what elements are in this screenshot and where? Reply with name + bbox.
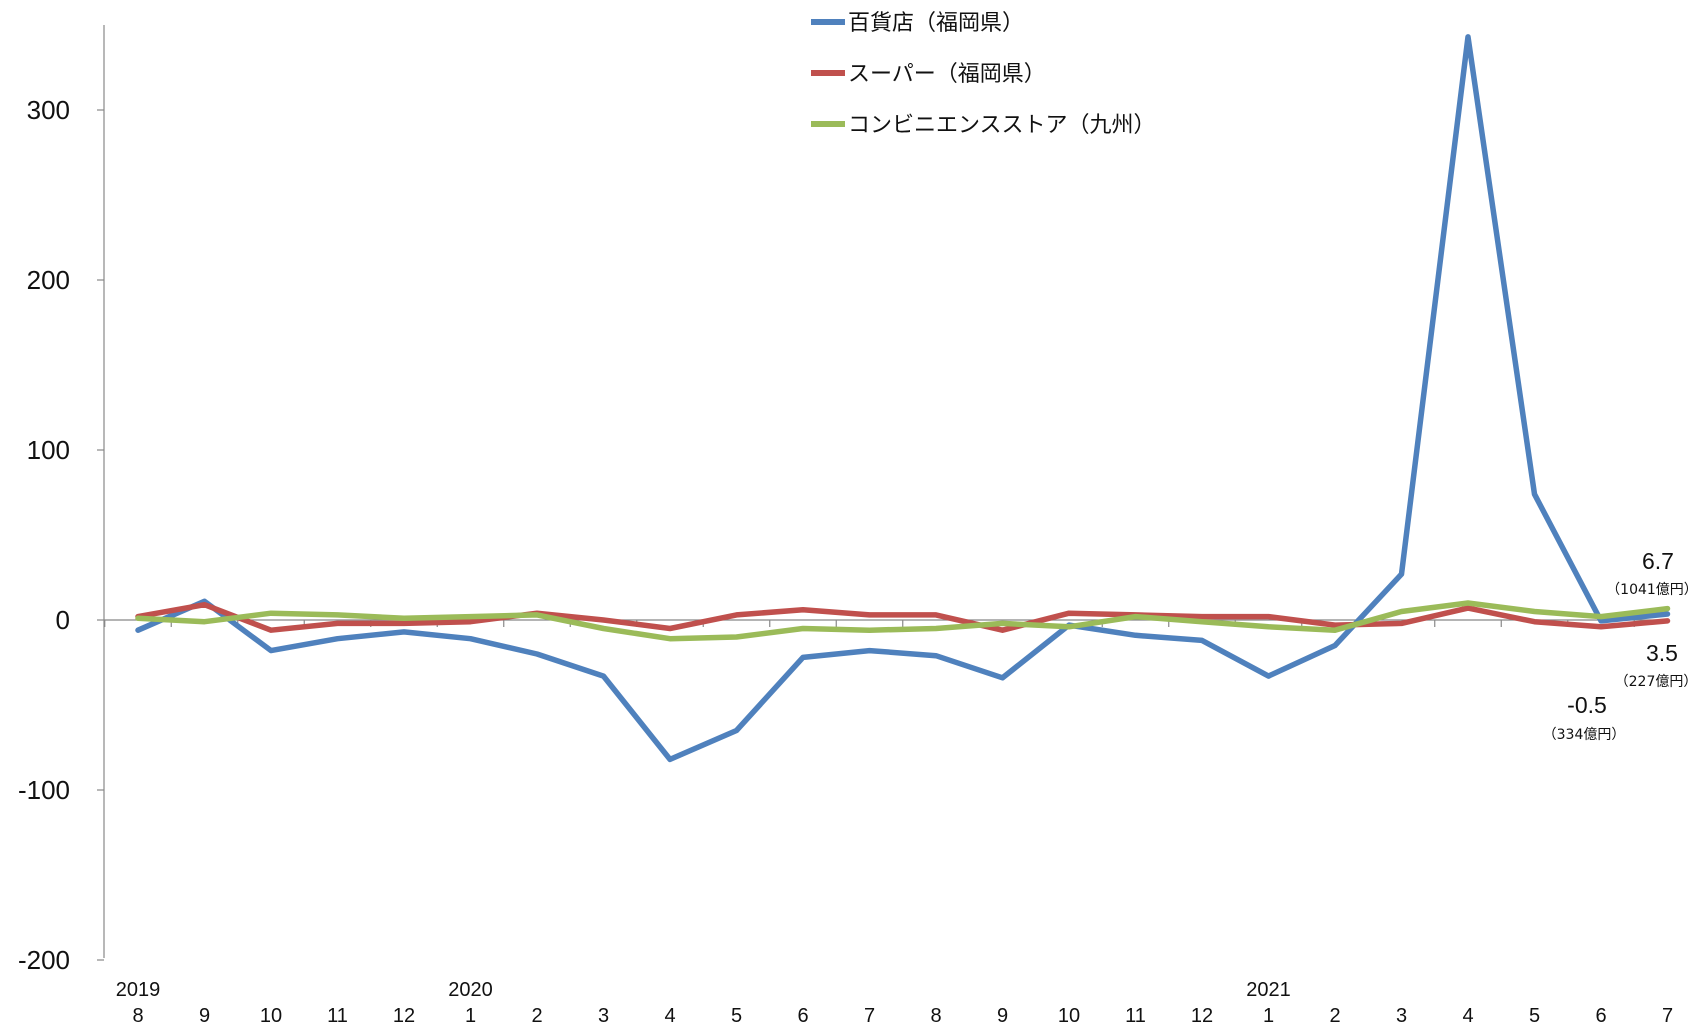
x-tick-label: 3 [1396, 1005, 1407, 1026]
x-year-label: 2019 [116, 979, 161, 1001]
annotation-department-value: 3.5 [1646, 640, 1678, 666]
y-tick-label: 0 [56, 605, 70, 635]
x-tick-label: 7 [1662, 1005, 1673, 1026]
y-tick-label: -200 [18, 945, 70, 975]
x-tick-label: 7 [864, 1005, 875, 1026]
x-tick-label: 1 [465, 1005, 476, 1026]
legend-label-supermarket: スーパー（福岡県） [848, 62, 1046, 87]
x-tick-label: 12 [393, 1005, 415, 1026]
annotation-supermarket-sales: （334億円） [1543, 727, 1626, 743]
y-tick-label: 300 [27, 95, 70, 125]
y-tick-label: 200 [27, 265, 70, 295]
x-tick-label: 5 [731, 1005, 742, 1026]
legend-label-department-store: 百貨店（福岡県） [848, 11, 1024, 36]
x-tick-label: 10 [1058, 1005, 1080, 1026]
x-year-label: 2020 [448, 979, 493, 1001]
legend-label-convenience-store: コンビニエンスストア（九州） [848, 113, 1156, 138]
series-line-supermarket [135, 601, 1671, 633]
x-tick-label: 4 [664, 1005, 675, 1026]
x-tick-label: 2 [1329, 1005, 1340, 1026]
annotation-supermarket-value: -0.5 [1567, 692, 1607, 718]
x-tick-label: 6 [1595, 1005, 1606, 1026]
x-tick-label: 11 [327, 1005, 348, 1026]
x-tick-label: 2 [531, 1005, 542, 1026]
x-tick-label: 3 [598, 1005, 609, 1026]
plot-lines [135, 34, 1671, 763]
x-tick-label: 11 [1125, 1005, 1146, 1026]
x-tick-label: 9 [199, 1005, 210, 1026]
legend-item-convenience-store: コンビニエンスストア（九州） [811, 113, 1156, 138]
y-tick-label: -100 [18, 775, 70, 805]
x-tick-label: 1 [1263, 1005, 1274, 1026]
series-line-department-store [135, 34, 1671, 763]
y-axis: 300 200 100 0 -100 -200 [18, 25, 105, 975]
annotation-convenience-sales: （1041億円） [1606, 582, 1698, 598]
annotation-department-sales: （227億円） [1615, 674, 1698, 690]
x-tick-label: 12 [1191, 1005, 1213, 1026]
x-tick-label: 8 [930, 1005, 941, 1026]
annotation-convenience-value: 6.7 [1642, 548, 1674, 574]
legend-item-supermarket: スーパー（福岡県） [811, 62, 1046, 87]
annotations: 6.7 （1041億円） 3.5 （227億円） -0.5 （334億円） [1543, 548, 1698, 743]
x-tick-label: 8 [132, 1005, 143, 1026]
y-tick-label: 100 [27, 435, 70, 465]
legend: 百貨店（福岡県） スーパー（福岡県） コンビニエンスストア（九州） [811, 11, 1156, 138]
x-tick-label: 10 [260, 1005, 282, 1026]
series-line-convenience-store [135, 600, 1671, 642]
x-tick-label: 9 [997, 1005, 1008, 1026]
legend-item-department-store: 百貨店（福岡県） [811, 11, 1024, 36]
x-tick-label: 5 [1529, 1005, 1540, 1026]
x-tick-label: 6 [797, 1005, 808, 1026]
x-tick-label: 4 [1462, 1005, 1473, 1026]
x-year-label: 2021 [1246, 979, 1291, 1001]
